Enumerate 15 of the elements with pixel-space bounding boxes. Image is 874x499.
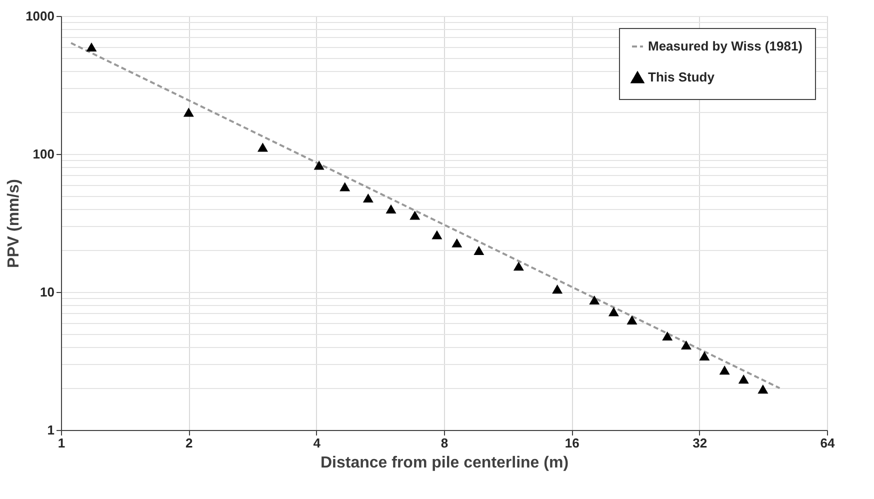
x-tick-label: 32	[692, 436, 708, 450]
y-tick-label: 1000	[26, 8, 54, 24]
y-tick-label: 1	[47, 422, 54, 438]
y-axis-title: PPV (mm/s)	[6, 179, 23, 268]
x-tick-label: 64	[820, 436, 836, 450]
x-tick-label: 16	[564, 436, 580, 450]
y-tick-label: 100	[32, 146, 54, 162]
x-tick-label: 4	[313, 436, 322, 450]
x-tick-label: 2	[186, 436, 193, 450]
x-tick-label: 8	[440, 436, 448, 450]
x-axis-title: Distance from pile centerline (m)	[320, 454, 569, 472]
legend-label: Measured by Wiss (1981)	[648, 38, 803, 54]
legend-label: This Study	[648, 70, 716, 84]
y-tick-label: 10	[40, 284, 54, 300]
x-tick-label: 1	[58, 436, 66, 450]
